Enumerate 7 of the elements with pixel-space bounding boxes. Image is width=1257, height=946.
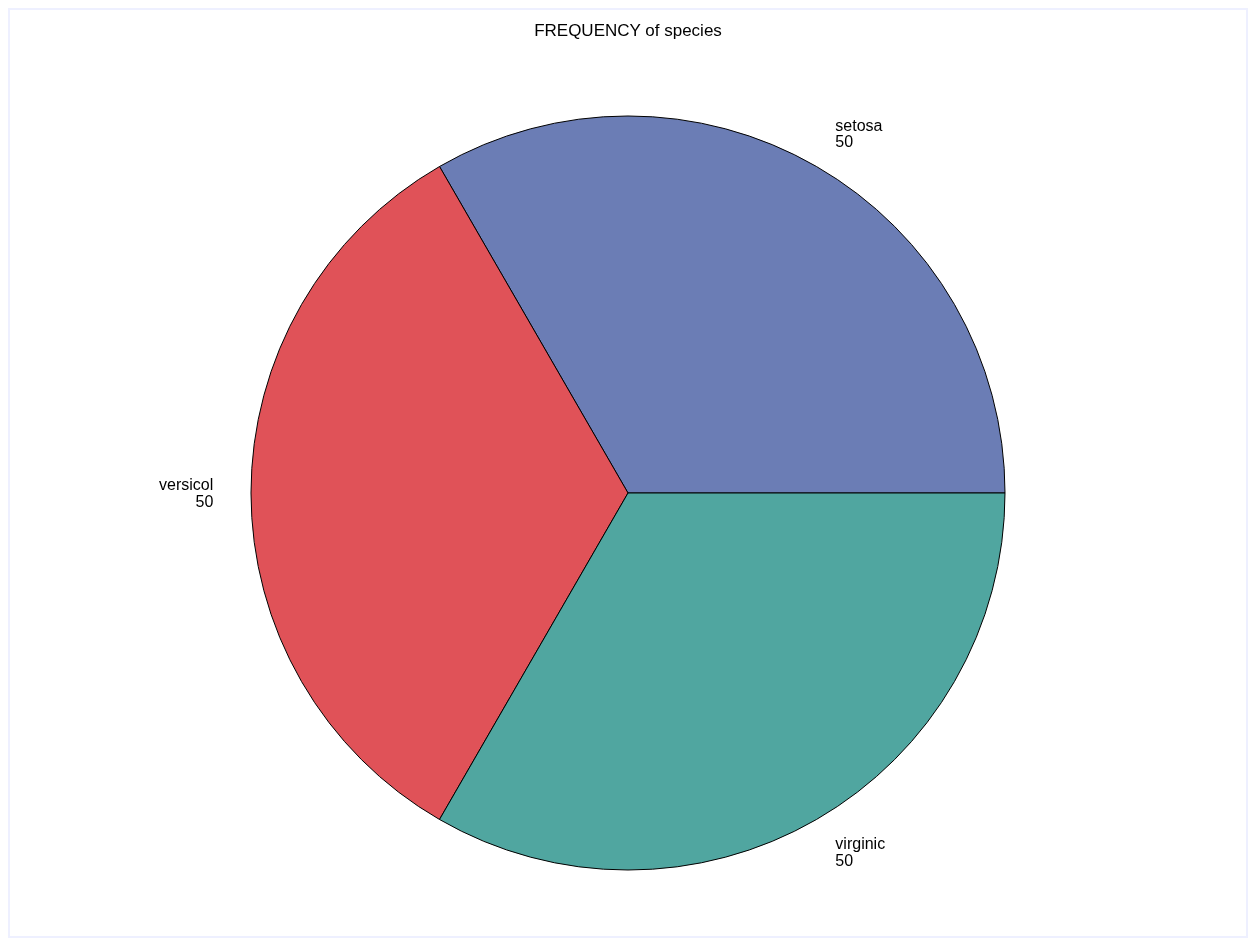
data-label: 50 — [835, 133, 854, 151]
slice-label: setosa — [835, 116, 883, 134]
chart-title: FREQUENCY of species — [534, 21, 722, 40]
data-label: 50 — [835, 851, 854, 869]
slice-label: virginic — [835, 834, 886, 852]
slice-label: versicol — [159, 475, 214, 493]
data-label: 50 — [195, 492, 214, 510]
